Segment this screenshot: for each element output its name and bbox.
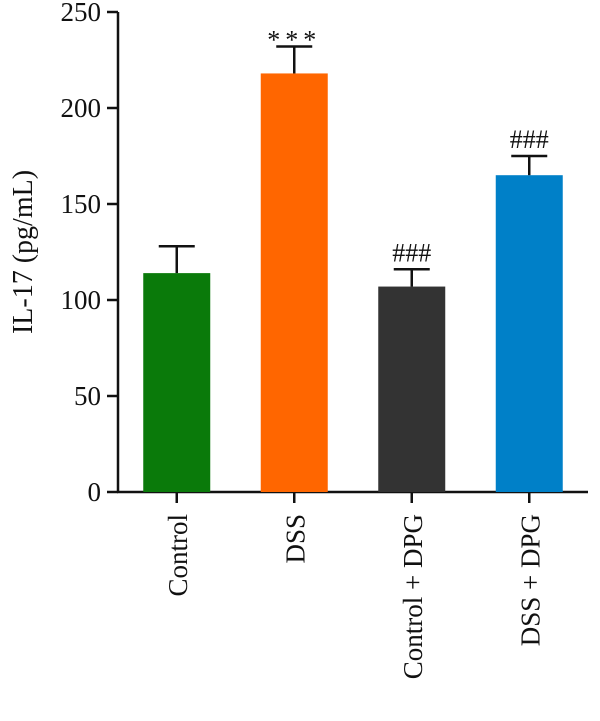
- bar: [378, 286, 446, 492]
- x-tick-label: DSS + DPG: [515, 514, 545, 646]
- x-ticks: Control DSS Control + DPG DSS + DPG: [163, 492, 545, 679]
- y-ticks: 0 50 100 150 200 250: [61, 0, 118, 507]
- y-tick-label: 0: [88, 477, 102, 507]
- bar: [495, 175, 563, 492]
- x-tick-label: Control + DPG: [398, 514, 428, 679]
- x-tick-label: DSS: [280, 514, 310, 564]
- bars: [143, 73, 563, 492]
- y-axis-label: IL-17 (pg/mL): [8, 170, 39, 334]
- y-tick-label: 250: [61, 0, 102, 27]
- y-tick-label: 200: [61, 93, 102, 123]
- x-tick-label: Control: [163, 514, 193, 597]
- y-tick-label: 150: [61, 189, 102, 219]
- bar: [143, 273, 211, 492]
- y-tick-label: 50: [74, 381, 101, 411]
- bar: [260, 73, 328, 492]
- significance-annotations: *** ### ###: [267, 26, 549, 268]
- y-tick-label: 100: [61, 285, 102, 315]
- significance-label: ***: [267, 26, 321, 55]
- error-bars: [158, 45, 548, 287]
- significance-label: ###: [392, 238, 431, 267]
- significance-label: ###: [510, 125, 549, 154]
